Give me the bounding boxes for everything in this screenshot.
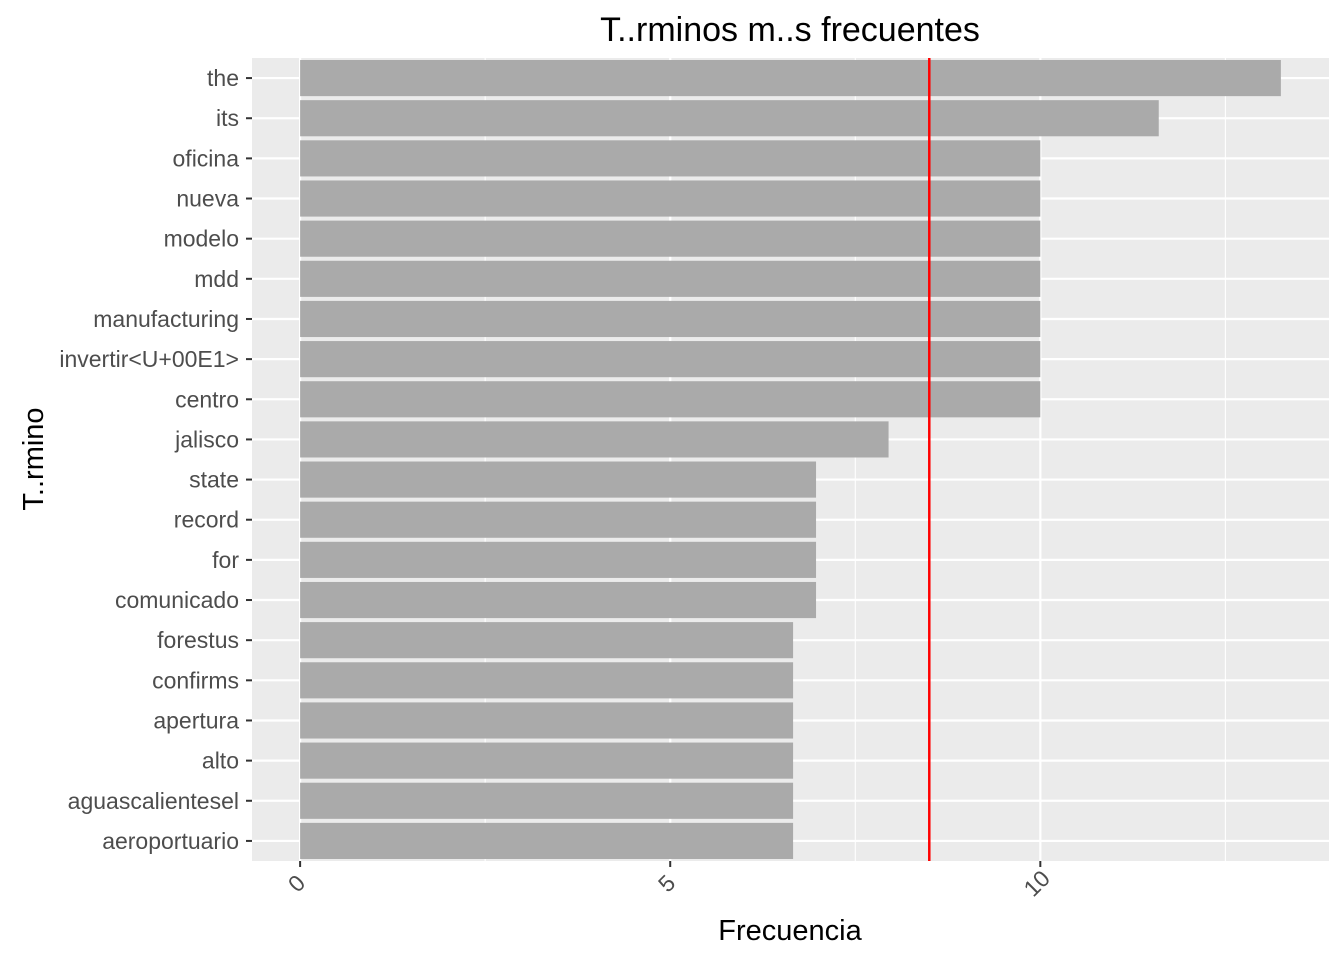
- bar: [300, 100, 1159, 137]
- chart-title: T..rminos m..s frecuentes: [600, 11, 980, 49]
- x-axis-title: Frecuencia: [718, 915, 862, 947]
- bar: [300, 822, 794, 859]
- y-tick-label: alto: [202, 748, 239, 774]
- y-tick-label: nueva: [176, 186, 239, 212]
- bar: [300, 260, 1041, 297]
- x-tick-label: 10: [1018, 865, 1054, 901]
- y-tick-label: confirms: [152, 667, 239, 693]
- y-axis: the its oficina nueva modelo mdd manufacturing…: [59, 65, 252, 854]
- y-tick-label: comunicado: [115, 587, 239, 613]
- bar: [300, 541, 817, 578]
- bar: [300, 742, 794, 779]
- y-tick-label: for: [212, 547, 239, 573]
- x-tick-label: 0: [283, 870, 310, 897]
- x-axis: 0 5 10: [283, 861, 1055, 902]
- bar: [300, 501, 817, 538]
- y-tick-label: the: [207, 65, 239, 91]
- bar: [300, 60, 1281, 97]
- y-tick-label: state: [189, 467, 239, 493]
- bar: [300, 341, 1041, 378]
- bar: [300, 662, 794, 699]
- bar: [300, 220, 1041, 257]
- y-tick-label: centro: [175, 386, 239, 412]
- y-tick-label: its: [216, 105, 239, 131]
- bar: [300, 421, 889, 458]
- y-tick-label: mdd: [194, 266, 239, 292]
- bar: [300, 140, 1041, 177]
- y-tick-label: invertir<U+00E1>: [59, 346, 239, 372]
- y-axis-title: T..rmino: [18, 407, 50, 510]
- y-tick-label: apertura: [153, 707, 239, 733]
- bar: [300, 782, 794, 819]
- plot-panel: [252, 58, 1329, 861]
- y-tick-label: manufacturing: [93, 306, 239, 332]
- bar: [300, 461, 817, 498]
- bar: [300, 300, 1041, 338]
- bar: [300, 622, 794, 659]
- y-tick-label: jalisco: [174, 426, 239, 452]
- y-tick-label: modelo: [164, 226, 239, 252]
- bar: [300, 180, 1041, 217]
- bar: [300, 581, 817, 619]
- x-tick-label: 5: [653, 870, 680, 897]
- y-tick-label: aeroportuario: [102, 828, 239, 854]
- y-tick-label: oficina: [173, 145, 240, 171]
- y-tick-label: forestus: [157, 627, 239, 653]
- y-tick-label: aguascalientesel: [68, 788, 239, 814]
- bars: [300, 60, 1281, 859]
- y-tick-label: record: [174, 507, 239, 533]
- bar: [300, 702, 794, 739]
- bar: [300, 381, 1041, 418]
